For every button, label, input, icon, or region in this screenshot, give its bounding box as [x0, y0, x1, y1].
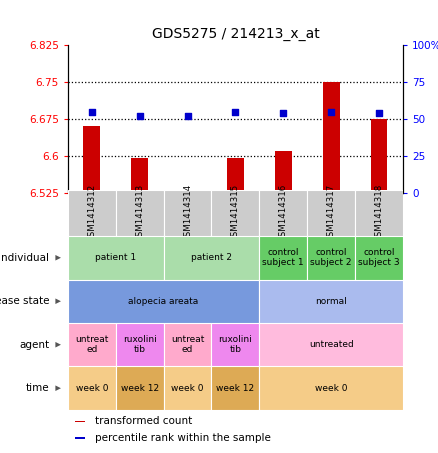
Bar: [259, 190, 307, 236]
Bar: [259, 280, 403, 323]
Text: percentile rank within the sample: percentile rank within the sample: [95, 433, 271, 443]
Text: week 0: week 0: [315, 384, 347, 393]
Bar: [164, 190, 212, 236]
Text: ruxolini
tib: ruxolini tib: [123, 335, 156, 354]
Point: [280, 110, 287, 117]
Text: GSM1414313: GSM1414313: [135, 184, 144, 242]
Bar: [68, 366, 116, 410]
Text: control
subject 1: control subject 1: [262, 248, 304, 267]
Bar: [212, 366, 259, 410]
Text: disease state: disease state: [0, 296, 49, 306]
Text: time: time: [26, 383, 49, 393]
Bar: [131, 158, 148, 193]
Text: control
subject 3: control subject 3: [358, 248, 400, 267]
Bar: [74, 420, 85, 422]
Text: control
subject 2: control subject 2: [311, 248, 352, 267]
Text: ruxolini
tib: ruxolini tib: [219, 335, 252, 354]
Bar: [323, 82, 339, 193]
Bar: [227, 158, 244, 193]
Text: week 12: week 12: [120, 384, 159, 393]
Text: GSM1414318: GSM1414318: [374, 184, 384, 242]
Bar: [116, 190, 164, 236]
Bar: [307, 236, 355, 280]
Text: GSM1414314: GSM1414314: [183, 184, 192, 242]
Text: week 12: week 12: [216, 384, 254, 393]
Point: [136, 112, 143, 120]
Bar: [68, 280, 259, 323]
Text: agent: agent: [19, 340, 49, 350]
Bar: [212, 323, 259, 366]
Text: normal: normal: [315, 297, 347, 306]
Bar: [68, 236, 164, 280]
Bar: [84, 126, 100, 193]
Point: [232, 108, 239, 115]
Text: transformed count: transformed count: [95, 416, 192, 426]
Bar: [116, 366, 164, 410]
Bar: [355, 190, 403, 236]
Text: individual: individual: [0, 253, 49, 263]
Text: untreat
ed: untreat ed: [75, 335, 109, 354]
Text: GSM1414316: GSM1414316: [279, 184, 288, 242]
Text: week 0: week 0: [171, 384, 204, 393]
Bar: [275, 151, 292, 193]
Text: patient 1: patient 1: [95, 253, 136, 262]
Text: GSM1414317: GSM1414317: [327, 184, 336, 242]
Bar: [259, 366, 403, 410]
Bar: [116, 323, 164, 366]
Text: GSM1414312: GSM1414312: [87, 184, 96, 242]
Point: [88, 108, 95, 115]
Bar: [307, 190, 355, 236]
Point: [328, 108, 335, 115]
Point: [375, 110, 382, 117]
Bar: [68, 190, 116, 236]
Bar: [74, 437, 85, 439]
Text: untreat
ed: untreat ed: [171, 335, 204, 354]
Bar: [355, 236, 403, 280]
Bar: [259, 323, 403, 366]
Bar: [371, 119, 387, 193]
Bar: [212, 190, 259, 236]
Text: patient 2: patient 2: [191, 253, 232, 262]
Text: alopecia areata: alopecia areata: [128, 297, 199, 306]
Bar: [68, 323, 116, 366]
Bar: [164, 366, 212, 410]
Bar: [259, 236, 307, 280]
Point: [184, 112, 191, 120]
Bar: [164, 236, 259, 280]
Text: untreated: untreated: [309, 340, 353, 349]
Text: week 0: week 0: [76, 384, 108, 393]
Title: GDS5275 / 214213_x_at: GDS5275 / 214213_x_at: [152, 28, 319, 42]
Text: GSM1414315: GSM1414315: [231, 184, 240, 242]
Bar: [164, 323, 212, 366]
Bar: [179, 192, 196, 193]
